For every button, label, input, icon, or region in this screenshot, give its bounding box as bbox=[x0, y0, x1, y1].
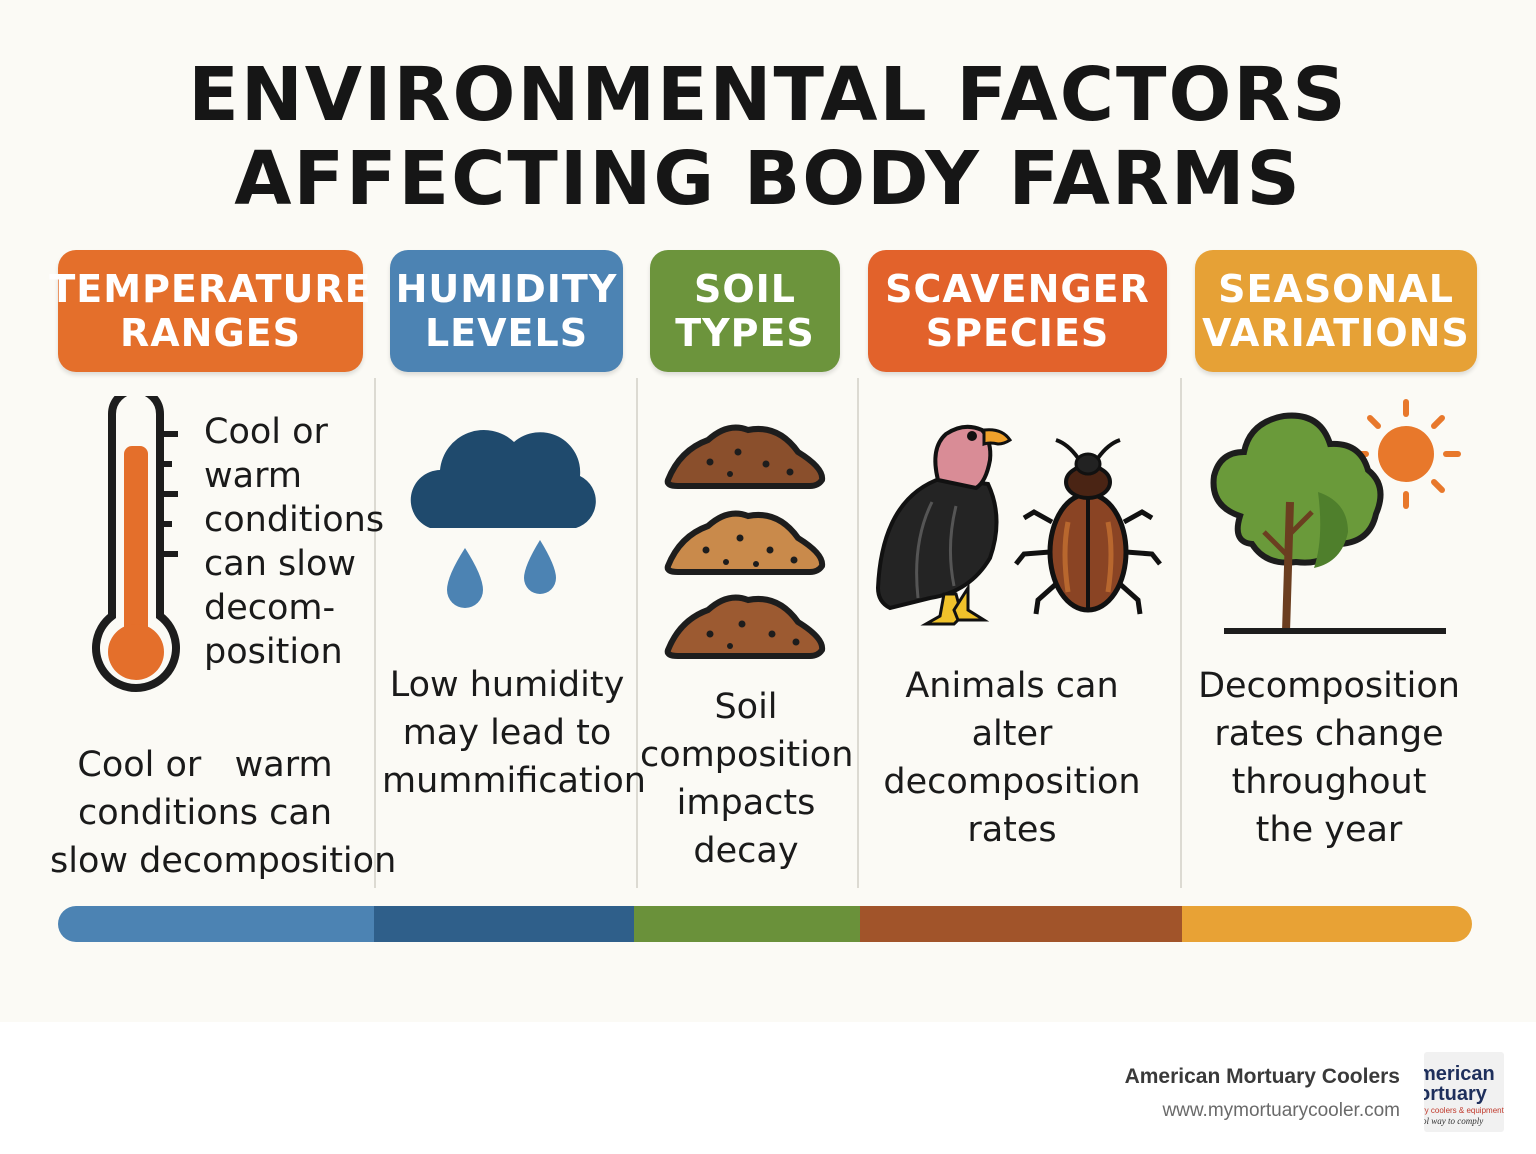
side-note-line: warm bbox=[204, 456, 302, 496]
side-note-line: position bbox=[204, 632, 343, 672]
humidity-description: Low humidity may lead to mummification bbox=[382, 661, 646, 805]
humidity-title-line-1: HUMIDITY bbox=[395, 267, 618, 311]
temperature-title-line-2: RANGES bbox=[120, 311, 301, 355]
temperature-header: TEMPERATURE RANGES bbox=[49, 250, 371, 372]
scavenger-title-line-1: SCAVENGER bbox=[885, 267, 1150, 311]
column-divider bbox=[374, 378, 376, 888]
description-line: Soil bbox=[714, 687, 778, 727]
scavenger-header: SCAVENGER SPECIES bbox=[868, 250, 1167, 372]
description-line: Animals can bbox=[905, 666, 1119, 706]
footer bbox=[0, 1022, 1536, 1154]
scavenger-title-line-2: SPECIES bbox=[925, 311, 1110, 355]
soil-title-line-1: SOIL bbox=[693, 267, 797, 311]
side-note-line: decom- bbox=[204, 588, 336, 628]
side-note-line: can slow bbox=[204, 544, 356, 584]
description-line: slow decomposition bbox=[50, 841, 397, 881]
soil-title-line-2: TYPES bbox=[675, 311, 815, 355]
side-note-line: Cool or bbox=[204, 412, 328, 452]
seasonal-description: Decomposition rates change throughout th… bbox=[1186, 662, 1472, 854]
color-bar-segment bbox=[634, 906, 860, 942]
description-line: throughout bbox=[1231, 762, 1427, 802]
description-line: rates change bbox=[1214, 714, 1444, 754]
footer-url: www.mymortuarycooler.com bbox=[1162, 1100, 1400, 1121]
vulture-beetle-icon bbox=[875, 424, 1162, 626]
description-line: the year bbox=[1255, 810, 1403, 850]
seasonal-title-line-1: SEASONAL bbox=[1218, 267, 1454, 311]
description-line: rates bbox=[967, 810, 1057, 850]
side-note-line: conditions bbox=[204, 500, 385, 540]
description-line: conditions can bbox=[77, 793, 333, 833]
company-logo: merican ortuary ry coolers & equipment o… bbox=[1424, 1052, 1504, 1132]
thermometer-icon bbox=[92, 396, 180, 692]
color-bar-segment bbox=[860, 906, 1182, 942]
seasonal-header: SEASONAL VARIATIONS bbox=[1195, 250, 1477, 372]
color-bar bbox=[58, 906, 1472, 942]
soil-mounds-icon bbox=[664, 424, 826, 659]
soil-header: SOIL TYPES bbox=[650, 250, 840, 372]
color-bar-segment bbox=[58, 906, 374, 942]
humidity-title-line-2: LEVELS bbox=[424, 311, 589, 355]
humidity-header: HUMIDITY LEVELS bbox=[390, 250, 623, 372]
description-line: decay bbox=[693, 831, 799, 871]
description-line: mummification bbox=[382, 761, 646, 801]
footer-brand: American Mortuary Coolers bbox=[1124, 1065, 1400, 1088]
column-divider bbox=[857, 378, 859, 888]
page-title-line-1: ENVIRONMENTAL FACTORS bbox=[188, 52, 1348, 138]
scavenger-description: Animals can alter decomposition rates bbox=[866, 662, 1158, 854]
tree-sun-icon bbox=[1210, 399, 1461, 634]
temperature-side-note: Cool or warm conditions can slow decom- … bbox=[204, 410, 384, 674]
page-title-line-2: AFFECTING BODY FARMS bbox=[234, 136, 1302, 222]
column-divider bbox=[636, 378, 638, 888]
rain-cloud-icon bbox=[410, 430, 596, 608]
description-line: Cool or warm bbox=[77, 745, 333, 785]
logo-text-line-2: ortuary bbox=[1424, 1083, 1487, 1105]
description-line: alter bbox=[971, 714, 1053, 754]
color-bar-segment bbox=[374, 906, 634, 942]
temperature-title-line-1: TEMPERATURE bbox=[49, 267, 372, 311]
seasonal-title-line-2: VARIATIONS bbox=[1202, 311, 1470, 355]
logo-text-line-3: ry coolers & equipment bbox=[1424, 1106, 1504, 1115]
logo-text-line-4: ol way to comply bbox=[1424, 1116, 1484, 1126]
description-line: decomposition bbox=[883, 762, 1141, 802]
description-line: composition bbox=[640, 735, 854, 775]
logo-text-line-1: merican bbox=[1424, 1063, 1495, 1085]
description-line: may lead to bbox=[402, 713, 612, 753]
column-divider bbox=[1180, 378, 1182, 888]
temperature-description: Cool or warm conditions can slow decompo… bbox=[50, 741, 397, 885]
description-line: impacts bbox=[676, 783, 816, 823]
soil-description: Soil composition impacts decay bbox=[640, 683, 854, 875]
description-line: Decomposition bbox=[1198, 666, 1460, 706]
description-line: Low humidity bbox=[389, 665, 625, 705]
color-bar-segment bbox=[1182, 906, 1472, 942]
